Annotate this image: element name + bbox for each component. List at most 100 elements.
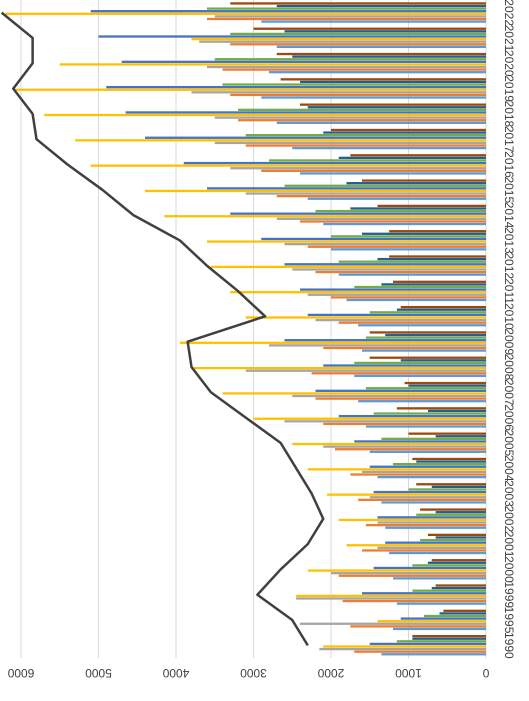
- bar: [373, 490, 486, 494]
- bar: [331, 248, 486, 251]
- bar: [315, 389, 486, 392]
- bar: [238, 119, 486, 122]
- bar: [431, 559, 486, 562]
- category-label: 2005: [502, 430, 516, 457]
- bar: [362, 470, 486, 474]
- value-tick-label: 0: [482, 666, 489, 680]
- bar: [342, 599, 486, 603]
- bar: [214, 141, 486, 145]
- bar: [222, 68, 486, 71]
- bar: [412, 589, 486, 592]
- category-label: 2014: [502, 202, 516, 229]
- category-label: 2007: [502, 379, 516, 406]
- bar: [439, 612, 486, 615]
- bar: [230, 2, 486, 5]
- category-label: 2017: [502, 126, 516, 153]
- bar: [377, 546, 486, 550]
- bar: [145, 136, 486, 139]
- bar: [269, 344, 486, 347]
- bar: [408, 488, 486, 491]
- bar: [416, 483, 486, 486]
- bar: [245, 144, 486, 147]
- bar: [350, 625, 486, 628]
- bar: [230, 32, 486, 36]
- category-label: 2000: [502, 556, 516, 583]
- bar: [323, 364, 486, 367]
- bar: [435, 435, 486, 438]
- bar: [323, 131, 486, 134]
- bar: [311, 372, 486, 375]
- bar: [315, 209, 486, 213]
- bar: [369, 642, 486, 646]
- bar: [346, 182, 486, 185]
- bar: [276, 45, 486, 49]
- bar: [369, 450, 486, 453]
- bar: [369, 465, 486, 468]
- bar: [245, 369, 486, 372]
- bar: [296, 597, 486, 600]
- bar: [338, 321, 486, 324]
- bar: [59, 63, 486, 66]
- bar: [427, 533, 486, 537]
- bar: [307, 468, 486, 471]
- value-axis-ticks: 0 1000 2000 3000 4000 5000 6000: [7, 666, 489, 680]
- value-tick-label: 5000: [85, 666, 112, 680]
- bar: [90, 164, 486, 167]
- bar: [416, 513, 486, 516]
- category-label: 2018: [502, 101, 516, 128]
- bar: [408, 384, 486, 387]
- bar: [400, 617, 486, 620]
- bar: [191, 37, 486, 41]
- bar: [354, 374, 486, 378]
- bar: [396, 308, 486, 311]
- category-label: 2010: [502, 303, 516, 330]
- value-tick-label: 1000: [395, 666, 422, 680]
- bar: [427, 409, 486, 413]
- total-line-series: [0, 11, 325, 646]
- bar: [125, 111, 486, 114]
- bar: [420, 508, 486, 511]
- bar: [230, 93, 486, 97]
- category-label: 2001: [502, 531, 516, 558]
- bar: [261, 20, 486, 23]
- bar: [377, 620, 486, 623]
- bar: [307, 245, 486, 248]
- bar: [214, 15, 486, 18]
- category-label: 2006: [502, 404, 516, 431]
- bar: [253, 417, 486, 420]
- bar: [207, 187, 486, 190]
- bar: [261, 169, 486, 172]
- bar: [365, 425, 486, 428]
- bar: [207, 17, 486, 21]
- bar: [284, 420, 486, 423]
- bar: [435, 511, 486, 514]
- value-tick-label: 4000: [162, 666, 189, 680]
- bar: [307, 293, 486, 296]
- bar: [377, 204, 486, 208]
- bar: [338, 574, 486, 577]
- bar: [292, 268, 486, 271]
- bar: [284, 339, 486, 342]
- bar: [377, 516, 486, 519]
- bar: [354, 361, 486, 365]
- bar: [358, 400, 486, 403]
- bar: [191, 366, 486, 370]
- bar: [408, 432, 486, 435]
- bar: [230, 212, 486, 215]
- bar: [307, 569, 486, 572]
- category-label: 2016: [502, 151, 516, 178]
- bar: [389, 255, 486, 258]
- bar: [396, 640, 486, 643]
- bar: [245, 316, 486, 319]
- bar: [381, 653, 486, 656]
- bar: [338, 414, 486, 418]
- bar: [420, 538, 486, 542]
- bar: [323, 422, 486, 426]
- bar: [307, 313, 486, 317]
- bar-series-group: [5, 2, 486, 656]
- bar: [90, 10, 486, 13]
- bar: [354, 440, 486, 443]
- bar: [300, 103, 486, 106]
- gridlines: [20, 0, 487, 658]
- bar: [358, 324, 486, 327]
